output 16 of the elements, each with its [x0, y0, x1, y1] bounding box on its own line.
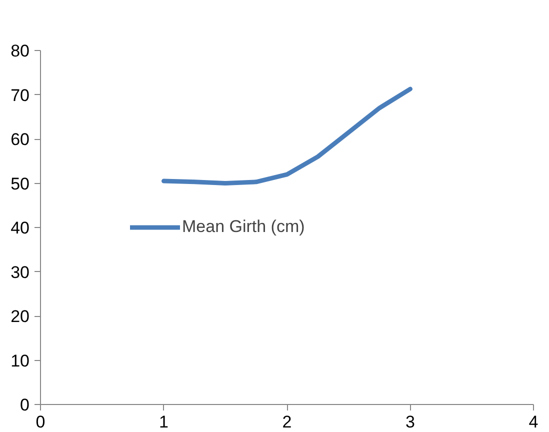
legend-label: Mean Girth (cm): [182, 217, 305, 237]
y-tick-label: 40: [10, 218, 30, 238]
y-tick-label: 0: [20, 396, 30, 414]
line-series: [162, 86, 412, 186]
x-tick-label: 0: [36, 412, 46, 432]
y-tick-label: 30: [10, 262, 30, 282]
y-tick-label: 60: [10, 130, 30, 149]
y-tick-label: 80: [10, 42, 30, 60]
y-tick-label: 20: [10, 307, 30, 326]
y-tick-label: 10: [10, 351, 30, 370]
y-tick-label: 50: [10, 174, 30, 194]
x-tick-label: 4: [528, 412, 538, 432]
x-tick-label: 2: [282, 412, 292, 432]
x-tick-label: 1: [159, 412, 168, 432]
x-tick-label: 3: [406, 412, 415, 432]
y-tick-label: 70: [10, 86, 30, 105]
